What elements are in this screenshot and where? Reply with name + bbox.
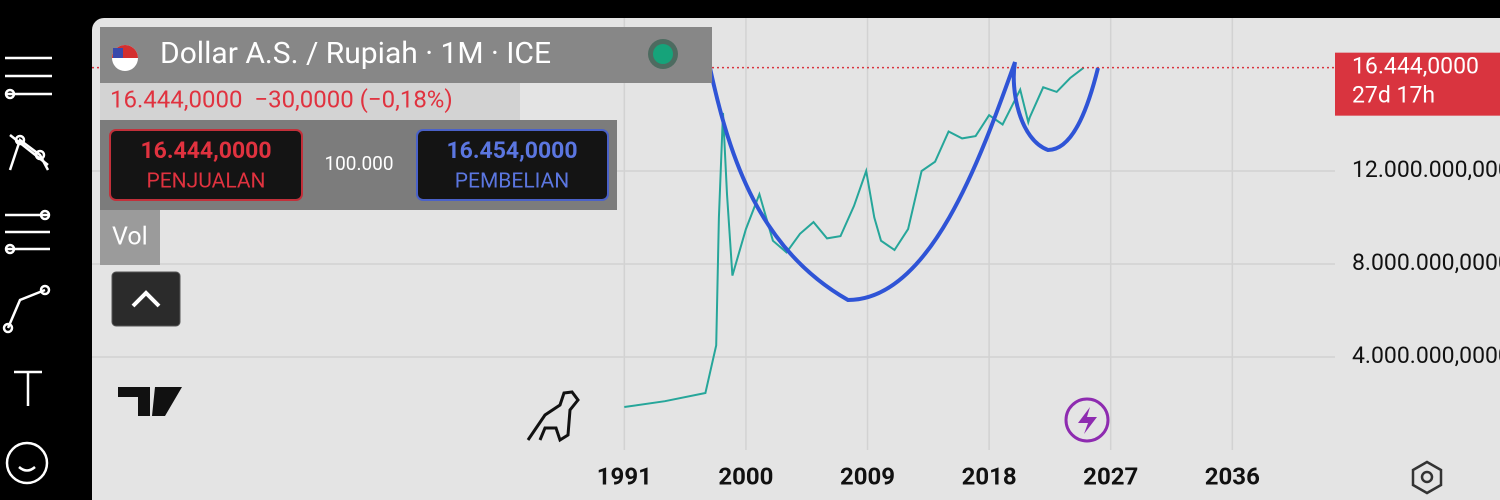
- collapse-button[interactable]: [111, 271, 181, 327]
- cup-handle-drawing[interactable]: [708, 61, 1100, 303]
- market-status: [653, 44, 673, 64]
- x-tick-label: 2036: [1205, 462, 1260, 490]
- x-tick-label: 2018: [962, 462, 1017, 490]
- text-tool[interactable]: [14, 370, 42, 406]
- last-price-box: [1335, 52, 1500, 116]
- legend-row: [100, 27, 712, 83]
- price-line: [624, 66, 1085, 408]
- lightning-button[interactable]: [1064, 397, 1110, 443]
- line-tool[interactable]: [2, 284, 51, 334]
- symbol-title[interactable]: Dollar A.S. / Rupiah · 1M · ICE: [160, 36, 551, 71]
- settings-icon: [1420, 470, 1434, 484]
- lightning-icon: [1078, 407, 1097, 434]
- volume-label[interactable]: Vol: [112, 223, 148, 252]
- sell-button[interactable]: [109, 129, 303, 201]
- y-tick-label: 4.000.000,0000: [1352, 342, 1500, 369]
- emoji-tool[interactable]: [5, 441, 49, 485]
- legend-row: [100, 83, 520, 121]
- settings-button[interactable]: [1411, 460, 1443, 495]
- plot: 4.000.000,0000 8.000.000,0000 12.000.000,0…: [92, 18, 1500, 490]
- fib-tool[interactable]: [4, 209, 51, 255]
- buy-button[interactable]: [416, 129, 609, 201]
- legend-row: [100, 210, 160, 265]
- last-price-label: 16.444,0000: [1352, 53, 1479, 80]
- buy-price: 16.454,0000: [446, 137, 577, 164]
- crosshair-tool[interactable]: [4, 56, 52, 100]
- y-tick-label: 12.000.000,0000: [1352, 156, 1500, 183]
- quantity[interactable]: 100.000: [324, 152, 393, 175]
- y-tick-label: 8.000.000,0000: [1352, 249, 1500, 276]
- countdown-label: 27d 17h: [1352, 82, 1435, 109]
- x-tick-label: 2027: [1083, 462, 1138, 490]
- pattern-tool[interactable]: [8, 134, 50, 171]
- toolbar: [2, 56, 52, 485]
- flag-icon: [113, 48, 123, 58]
- dino-icon: [526, 390, 580, 443]
- x-tick-label: 2009: [840, 462, 895, 490]
- x-tick-label: 1991: [597, 462, 652, 490]
- x-tick-label: 2000: [718, 462, 773, 490]
- tradingview-logo: [118, 387, 182, 416]
- chevron-up: [131, 290, 161, 308]
- buy-label: PEMBELIAN: [455, 170, 569, 194]
- sell-price: 16.444,0000: [140, 137, 271, 164]
- sell-label: PENJUALAN: [146, 170, 265, 194]
- quote: 16.444,0000 −30,0000 (−0,18%): [110, 85, 453, 113]
